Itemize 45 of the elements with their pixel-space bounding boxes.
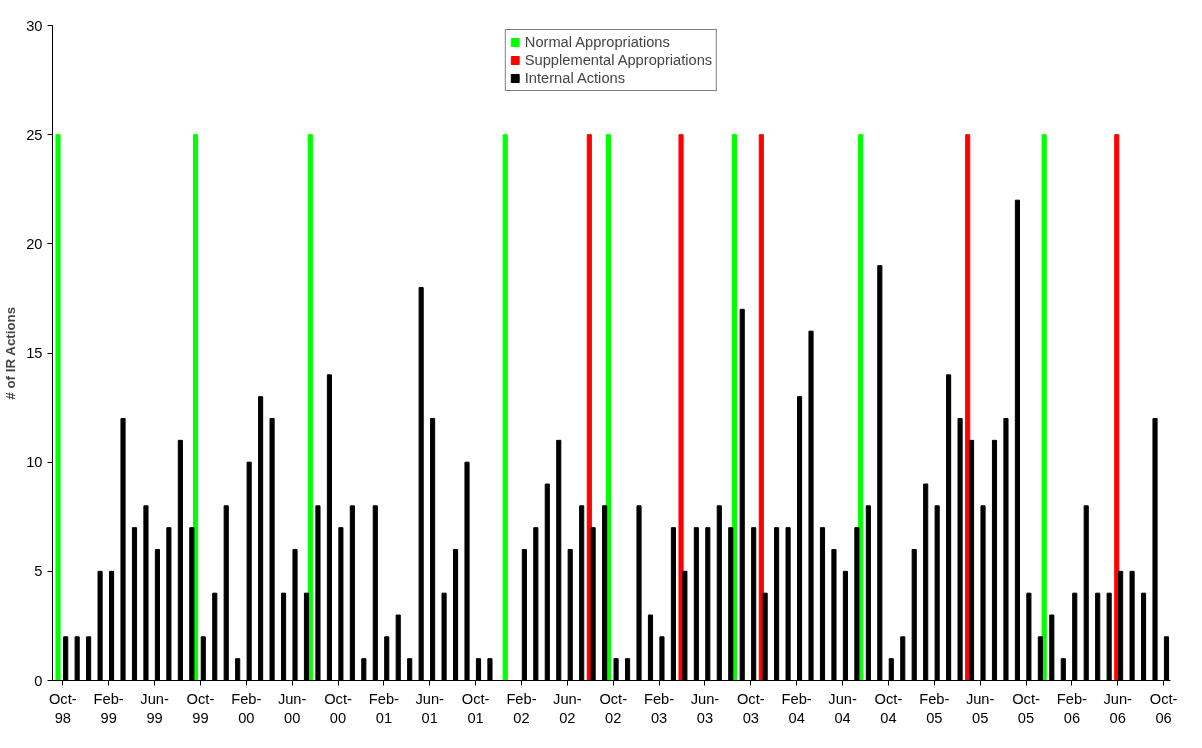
bar <box>758 134 764 681</box>
y-tick-label: 15 <box>26 345 43 361</box>
x-tick-label: Oct-98 <box>48 690 77 726</box>
legend-label: Supplemental Appropriations <box>524 52 713 68</box>
x-tick-label: Jun-02 <box>553 690 582 726</box>
x-tick-label: Jun-03 <box>690 690 720 726</box>
x-tick-label: Feb-03 <box>644 690 675 726</box>
x-tick-label: Oct-06 <box>1149 690 1178 726</box>
x-tick-label: Feb-01 <box>368 690 400 726</box>
x-tick-label: Jun-01 <box>415 690 445 726</box>
bar <box>605 134 611 681</box>
x-tick-label: Jun-00 <box>277 690 307 726</box>
x-tick-label: Feb-00 <box>231 690 262 726</box>
bar <box>502 134 508 681</box>
bar <box>307 134 313 681</box>
bar <box>1114 134 1120 681</box>
x-tick-label: Oct-02 <box>599 690 628 726</box>
x-tick-label: Feb-04 <box>781 690 812 726</box>
x-tick-label: Jun-05 <box>965 690 995 726</box>
x-tick-label: Feb-02 <box>506 690 537 726</box>
x-tick-label: Feb-05 <box>919 690 950 726</box>
x-tick-label: Feb-06 <box>1056 690 1088 726</box>
x-tick-label: Oct-04 <box>874 690 903 726</box>
x-tick-label: Jun-99 <box>140 690 169 726</box>
y-tick-label: 10 <box>26 454 43 471</box>
x-tick-label: Oct-00 <box>324 690 352 726</box>
x-tick-label: Oct-99 <box>186 690 215 726</box>
bar <box>55 134 61 681</box>
y-axis-title: # of IR Actions <box>3 306 19 400</box>
x-tick-label: Oct-05 <box>1012 690 1040 726</box>
x-tick-label: Jun-04 <box>828 690 857 726</box>
legend-label: Internal Actions <box>524 70 626 86</box>
x-tick-label: Oct-03 <box>736 690 765 726</box>
bar <box>1041 134 1047 681</box>
bar <box>678 134 684 681</box>
bar <box>731 134 738 681</box>
y-tick-label: 0 <box>34 672 43 689</box>
legend-label: Normal Appropriations <box>524 34 670 50</box>
x-tick-label: Oct-01 <box>461 690 490 726</box>
y-tick-label: 20 <box>26 235 43 252</box>
x-tick-label: Jun-06 <box>1103 690 1133 726</box>
y-tick-label: 30 <box>26 17 43 34</box>
y-tick-label: 5 <box>34 563 43 580</box>
x-tick-label: Feb-99 <box>93 690 124 726</box>
y-tick-label: 25 <box>26 126 43 143</box>
